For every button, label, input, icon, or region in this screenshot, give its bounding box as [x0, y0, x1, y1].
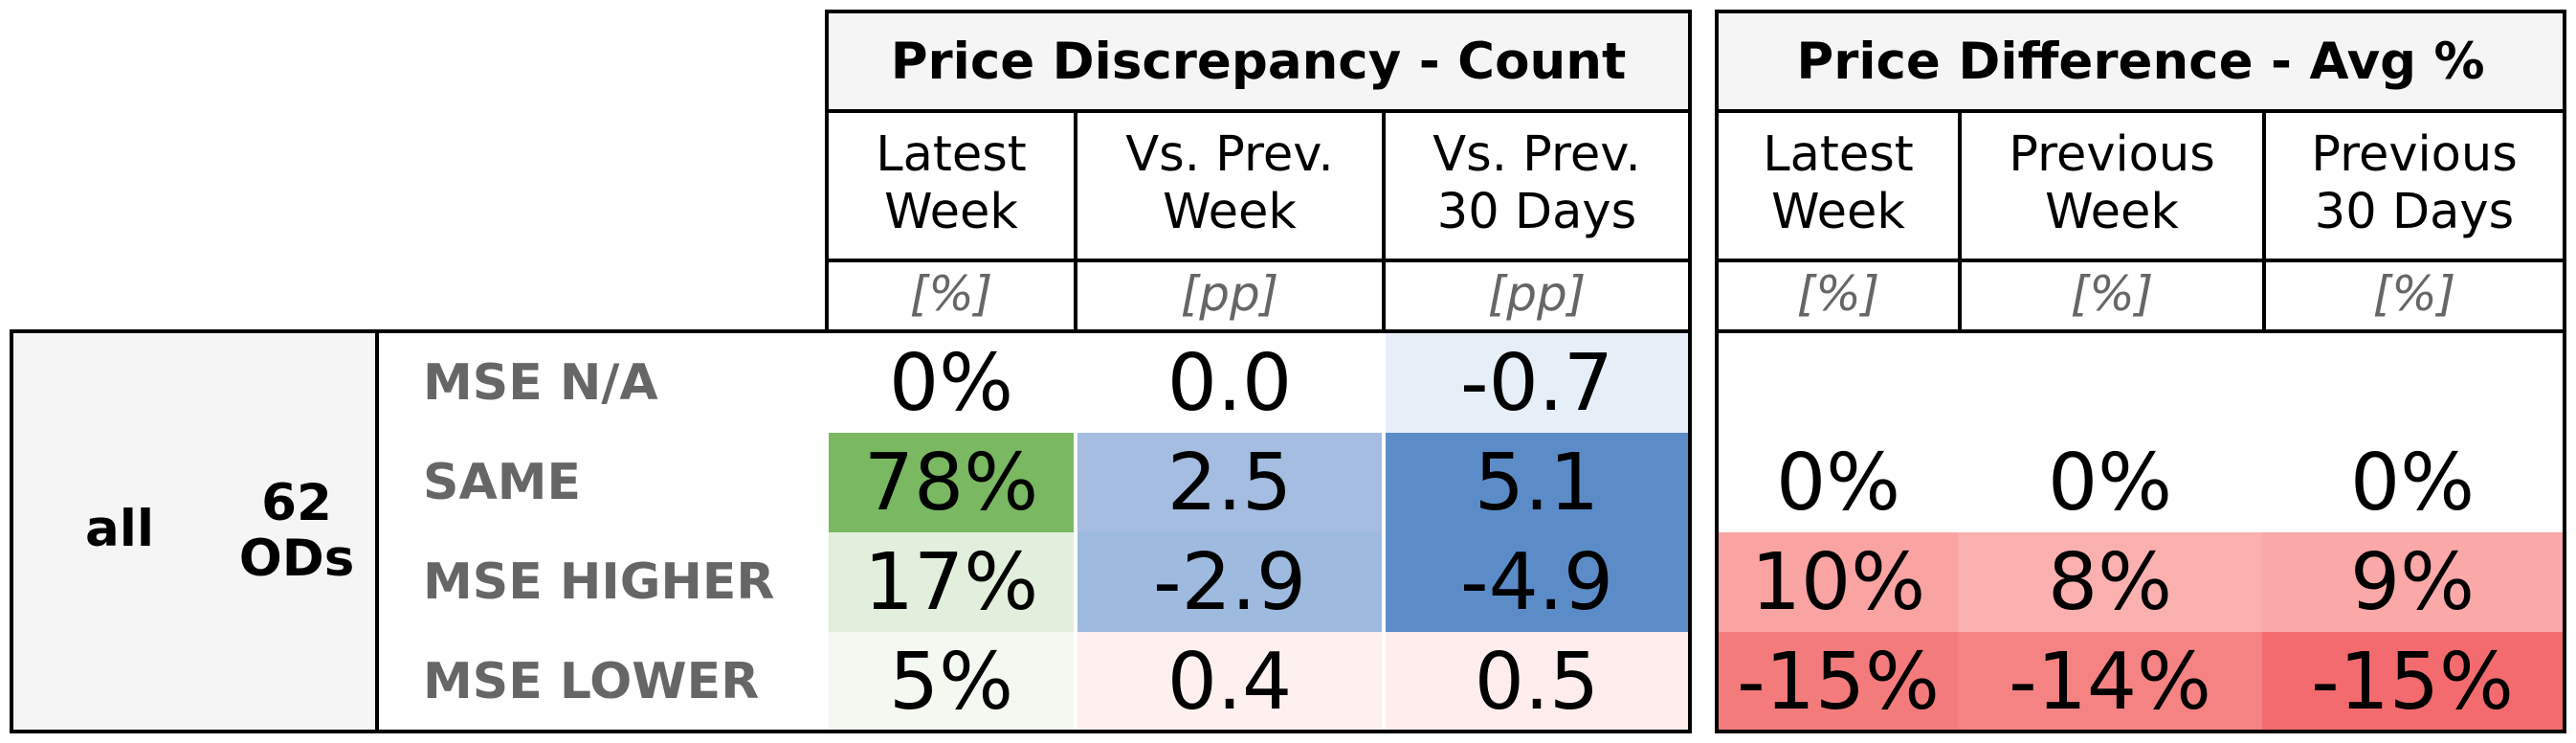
col-header-vs-prev-week: Vs. Prev. Week [1074, 109, 1386, 262]
avg-cell-same-previous-30-days: 0% [2262, 433, 2563, 532]
row-label-same: SAME [423, 454, 581, 511]
row-label-mse-higher: MSE HIGHER [423, 553, 775, 611]
count-cell-mse-lower-vs-prev-30-days: 0.5 [1386, 632, 1688, 732]
avg-cell-mse-higher-latest-week: 10% [1719, 532, 1958, 632]
col-header-latest-week-avg: Latest Week [1715, 109, 1962, 262]
count-cell-same-vs-prev-30-days: 5.1 [1386, 433, 1688, 532]
segment-panel [10, 329, 379, 733]
count-cell-mse-higher-vs-prev-week: -2.9 [1077, 532, 1382, 632]
col-header-previous-week: Previous Week [1958, 109, 2266, 262]
avg-cell-same-latest-week: 0% [1719, 433, 1958, 532]
count-cell-same-latest-week: 78% [829, 433, 1074, 532]
avg-cell-same-previous-week: 0% [1958, 433, 2262, 532]
unit-previous-30-days: [%] [2262, 259, 2566, 333]
count-cell-mse-n-a-vs-prev-week: 0.0 [1077, 333, 1382, 433]
avg-cell-mse-lower-previous-week: -14% [1958, 632, 2262, 732]
group-title-avg: Price Difference - Avg % [1715, 10, 2566, 113]
avg-cell-mse-n-a-previous-week [1958, 333, 2262, 433]
avg-cell-mse-higher-previous-30-days: 9% [2262, 532, 2563, 632]
unit-vs-prev-30-days: [pp] [1382, 259, 1692, 333]
avg-cell-mse-higher-previous-week: 8% [1958, 532, 2262, 632]
count-cell-mse-lower-vs-prev-week: 0.4 [1077, 632, 1382, 732]
segment-count: 62 ODs [238, 473, 355, 588]
col-header-latest-week-count: Latest Week [825, 109, 1077, 262]
unit-latest-week-count: [%] [825, 259, 1077, 333]
count-cell-mse-lower-latest-week: 5% [829, 632, 1074, 732]
count-cell-same-vs-prev-week: 2.5 [1077, 433, 1382, 532]
col-header-vs-prev-30-days: Vs. Prev. 30 Days [1382, 109, 1692, 262]
row-label-mse-lower: MSE LOWER [423, 653, 760, 710]
unit-vs-prev-week: [pp] [1074, 259, 1386, 333]
count-cell-mse-n-a-vs-prev-30-days: -0.7 [1386, 333, 1688, 433]
count-cell-mse-n-a-latest-week: 0% [829, 333, 1074, 433]
avg-cell-mse-n-a-latest-week [1719, 333, 1958, 433]
avg-cell-mse-lower-latest-week: -15% [1719, 632, 1958, 732]
avg-cell-mse-lower-previous-30-days: -15% [2262, 632, 2563, 732]
count-cell-mse-higher-vs-prev-30-days: -4.9 [1386, 532, 1688, 632]
group-title-count: Price Discrepancy - Count [825, 10, 1692, 113]
avg-cell-mse-n-a-previous-30-days [2262, 333, 2563, 433]
count-cell-mse-higher-latest-week: 17% [829, 532, 1074, 632]
segment-name: all [84, 499, 155, 558]
row-label-mse-na: MSE N/A [423, 354, 658, 412]
unit-previous-week: [%] [1958, 259, 2266, 333]
col-header-previous-30-days: Previous 30 Days [2262, 109, 2566, 262]
unit-latest-week-avg: [%] [1715, 259, 1962, 333]
